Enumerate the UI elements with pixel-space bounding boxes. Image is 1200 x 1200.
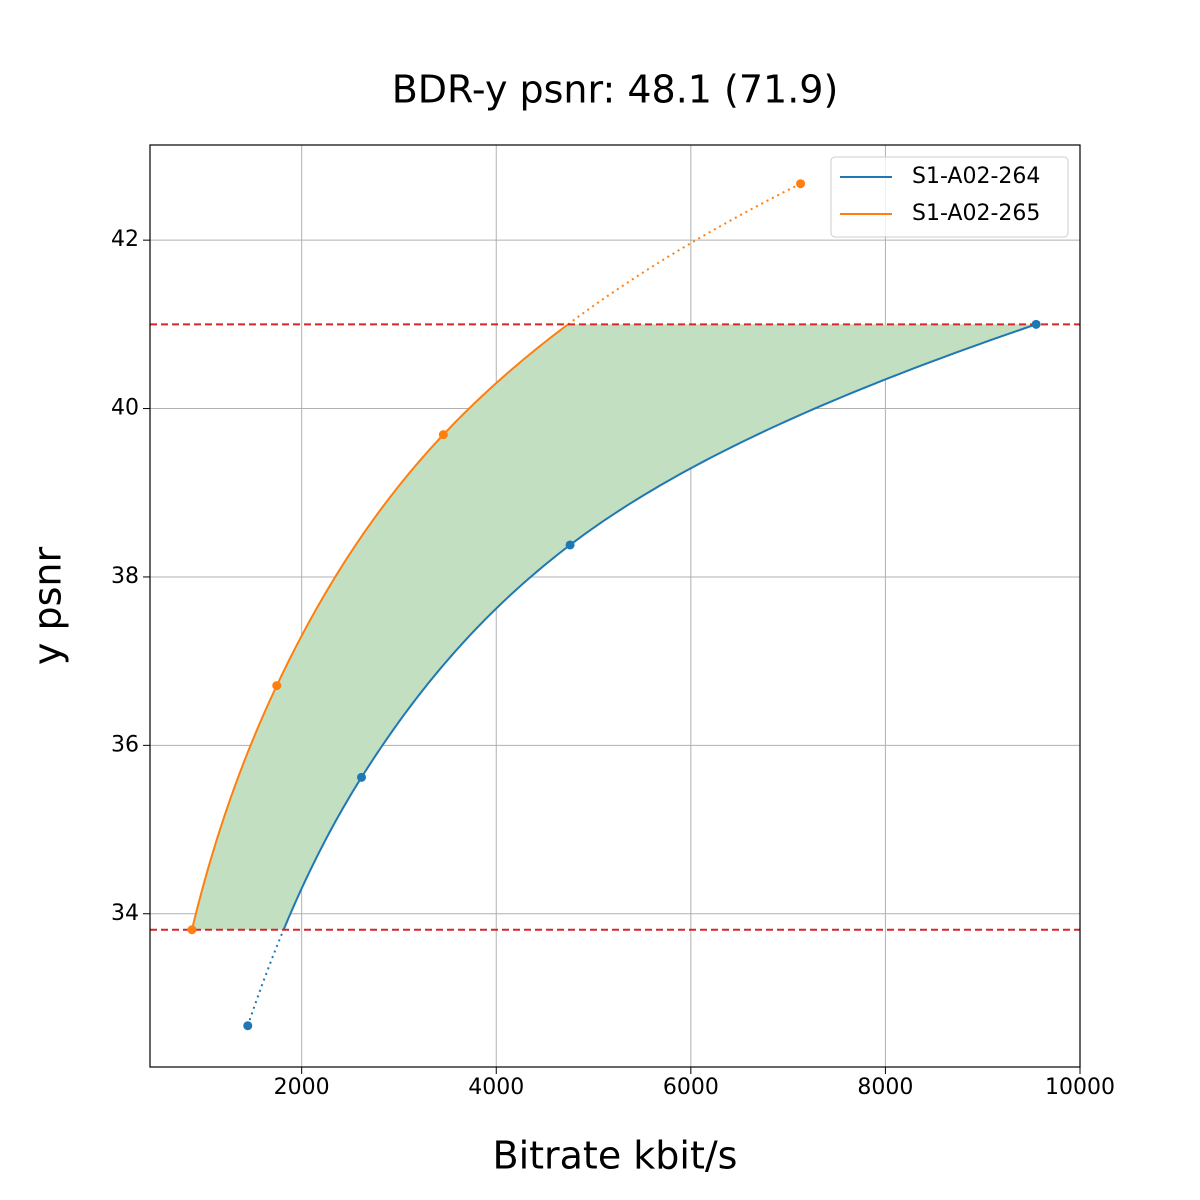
y-axis-label: y psnr [26,547,70,666]
y-tick-label: 36 [111,732,139,757]
data-point [357,772,367,782]
series-line [282,323,1037,931]
x-tick-label: 10000 [1045,1075,1115,1100]
data-point [438,430,448,440]
plot-area [150,179,1080,1031]
data-point [272,681,282,691]
y-tick-label: 40 [111,396,139,421]
x-tick-label: 6000 [663,1075,719,1100]
x-tick-label: 8000 [857,1075,913,1100]
x-tick-label: 4000 [468,1075,524,1100]
x-tick-label: 2000 [274,1075,330,1100]
data-point [187,925,197,935]
data-point [796,179,806,189]
y-tick-label: 38 [111,564,139,589]
series-extrapolation [567,182,802,326]
bd-area [191,324,1037,930]
legend-label: S1-A02-265 [912,201,1040,226]
plot-frame [149,144,1081,1068]
series-extrapolation [246,929,285,1027]
data-point [243,1021,253,1031]
chart-title: BDR-y psnr: 48.1 (71.9) [392,68,839,112]
series-line [190,323,569,930]
data-point [565,540,575,550]
y-tick-label: 34 [111,901,139,926]
y-tick-label: 42 [111,227,139,252]
x-axis-label: Bitrate kbit/s [493,1134,738,1178]
legend-label: S1-A02-264 [912,164,1040,189]
data-point [1031,319,1041,329]
